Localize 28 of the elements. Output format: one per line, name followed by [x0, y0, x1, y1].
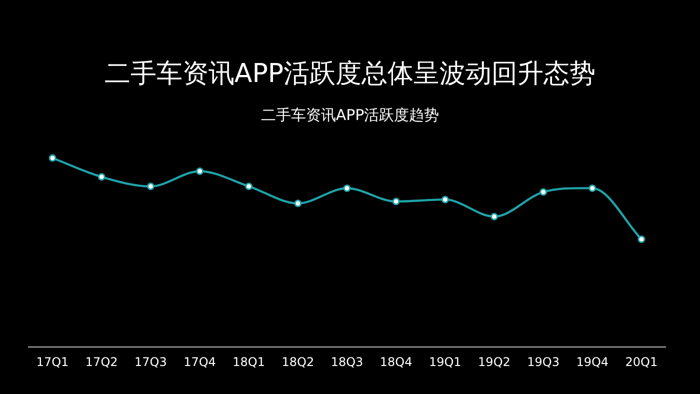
point [98, 173, 106, 181]
point [392, 198, 400, 206]
point [588, 184, 596, 192]
point [343, 184, 351, 192]
x-tick-label: 18Q2 [282, 355, 314, 369]
point [638, 236, 646, 244]
x-tick-label: 19Q2 [478, 355, 510, 369]
chart-title: 二手车资讯APP活跃度总体呈波动回升态势 [104, 59, 596, 89]
x-tick-label: 17Q1 [36, 355, 69, 369]
x-tick-label: 17Q2 [85, 355, 118, 369]
point [441, 196, 449, 204]
x-tick-label: 19Q1 [428, 355, 462, 369]
x-tick-label: 19Q3 [527, 355, 560, 369]
x-tick-label: 18Q1 [232, 355, 266, 369]
x-tick-label: 17Q3 [134, 355, 167, 369]
point [540, 188, 548, 196]
x-tick-label: 17Q4 [184, 355, 216, 369]
x-tick-label: 18Q4 [380, 355, 412, 369]
x-tick-label: 19Q4 [576, 355, 609, 369]
chart-subtitle: 二手车资讯APP活跃度趋势 [260, 106, 440, 124]
point [294, 200, 302, 208]
x-tick-label: 18Q3 [330, 355, 364, 369]
point [490, 212, 498, 220]
point [48, 154, 56, 162]
point [146, 182, 154, 190]
point [245, 182, 253, 190]
x-tick-label: 20Q1 [625, 355, 658, 369]
point [196, 167, 204, 175]
